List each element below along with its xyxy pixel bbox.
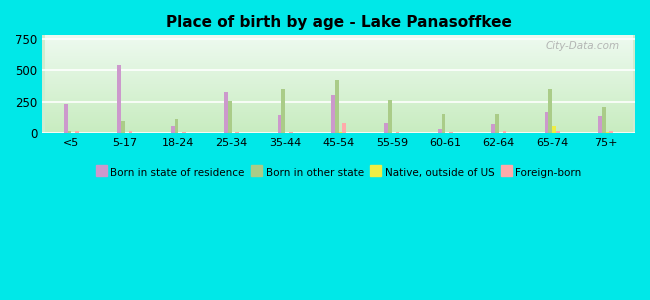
Bar xyxy=(609,130,613,133)
Bar xyxy=(606,132,609,133)
Bar xyxy=(339,132,343,133)
Bar xyxy=(68,130,72,133)
Bar xyxy=(278,115,281,133)
Text: City-Data.com: City-Data.com xyxy=(546,41,620,51)
Bar xyxy=(602,107,606,133)
Bar xyxy=(281,88,285,133)
Bar xyxy=(343,123,346,133)
Bar xyxy=(289,132,292,133)
Bar xyxy=(235,132,239,133)
Title: Place of birth by age - Lake Panasoffkee: Place of birth by age - Lake Panasoffkee xyxy=(166,15,512,30)
Bar xyxy=(75,131,79,133)
Bar xyxy=(228,100,232,133)
Bar xyxy=(385,123,388,133)
Bar xyxy=(598,116,602,133)
Bar xyxy=(118,65,121,133)
Bar xyxy=(129,131,133,133)
Bar xyxy=(552,126,556,133)
Bar xyxy=(224,92,228,133)
Bar xyxy=(502,130,506,133)
Bar xyxy=(556,131,560,133)
Bar xyxy=(331,95,335,133)
Bar xyxy=(335,80,339,133)
Bar xyxy=(175,119,178,133)
Bar xyxy=(64,104,68,133)
Bar xyxy=(545,112,549,133)
Bar xyxy=(495,114,499,133)
Bar xyxy=(491,124,495,133)
Legend: Born in state of residence, Born in other state, Native, outside of US, Foreign-: Born in state of residence, Born in othe… xyxy=(92,164,586,182)
Bar xyxy=(171,126,175,133)
Bar xyxy=(182,132,186,133)
Bar xyxy=(388,100,392,133)
Bar xyxy=(441,114,445,133)
Bar xyxy=(449,132,453,133)
Bar xyxy=(396,132,400,133)
Bar xyxy=(121,121,125,133)
Bar xyxy=(438,129,441,133)
Bar xyxy=(549,89,552,133)
